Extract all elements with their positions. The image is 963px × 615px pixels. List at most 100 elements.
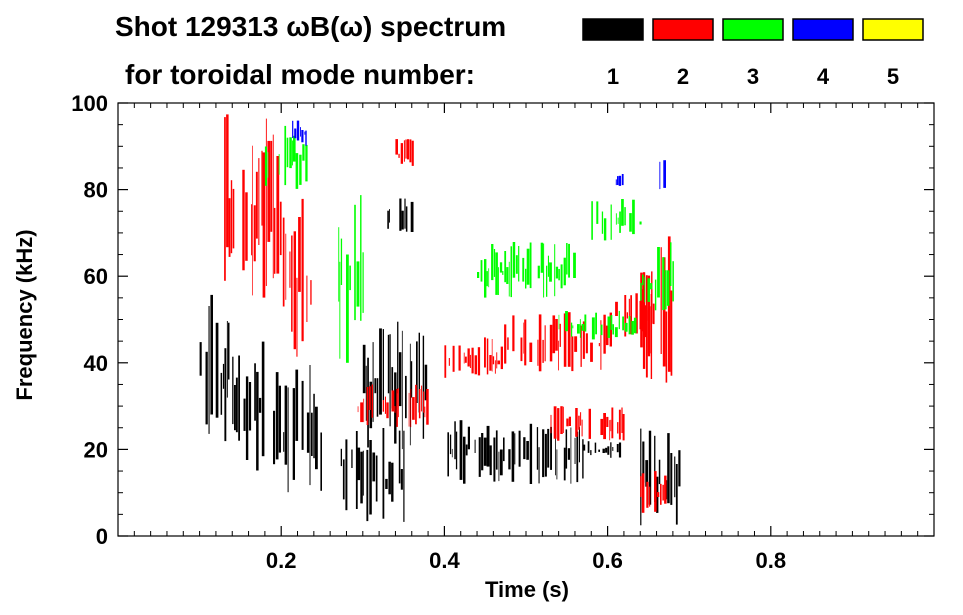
spectrum-streak [552,315,556,354]
spectrum-streak [529,242,532,289]
spectrum-streak [498,267,499,295]
spectrum-streak [388,461,391,495]
spectrum-streak [575,408,578,437]
blob-n=1 [640,428,681,526]
spectrum-streak [503,437,505,462]
spectrum-streak [578,427,580,463]
spectrum-streak [654,435,656,502]
spectrum-streak [291,140,293,166]
spectrum-streak [631,321,634,335]
spectrum-streak [645,275,648,378]
spectrum-streak [560,264,563,289]
spectrum-streak [459,420,463,480]
spectrum-streak [465,356,467,363]
spectrum-streak [549,262,552,282]
spectrum-streak [491,244,494,281]
y-tick-label: 40 [84,351,108,376]
spectrum-streak [258,158,260,245]
spectrum-streak [409,139,412,163]
spectrum-streak [650,294,653,379]
spectrum-streak [584,314,587,332]
spectrum-streak [496,352,498,369]
spectrum-streak [499,449,503,476]
spectrum-streak [657,247,660,298]
spectrum-streak [672,261,674,302]
spectrum-streak [366,387,369,425]
spectrum-streak [495,252,498,295]
spectrum-streak [547,428,550,468]
spectrum-streak [498,451,500,482]
spectrum-streak [224,348,227,442]
spectrum-streak [649,486,651,507]
spectrum-streak [418,332,420,413]
spectrum-streak [518,430,521,467]
spectrum-streak [493,249,496,277]
spectrum-streak [232,356,234,425]
legend-label-5: 5 [887,64,899,89]
spectrum-streak [674,456,676,498]
spectrum-streak [538,447,540,484]
spectrum-streak [376,378,379,417]
blob-n=3 [640,242,674,311]
spectrum-streak [580,325,582,367]
spectrum-streak [629,213,632,232]
spectrum-streak [554,244,556,297]
spectrum-streak [222,363,225,389]
spectrum-streak [590,342,593,362]
spectrum-streak [537,265,540,279]
blob-n=1 [583,441,622,458]
spectrum-streak [610,315,613,330]
spectrum-streak [486,425,490,467]
spectrum-streak [667,433,670,504]
spectrum-streak [621,407,623,433]
spectrum-streak [654,471,657,512]
blob-n=3 [264,125,308,189]
spectrum-streak [616,444,619,453]
spectrum-streak [254,363,256,421]
blob-n=3 [338,195,364,363]
spectrum-streak [624,207,626,226]
spectrum-streak [362,344,366,394]
spectrum-streak [398,430,401,484]
spectrum-streak [357,406,359,413]
spectrum-streak [304,131,306,135]
spectrum-streak [484,337,486,368]
spectrum-streak [507,337,509,350]
spectrum-streak [582,321,585,359]
spectrum-streak [493,437,496,482]
blob-n=2 [395,139,414,166]
spectrum-streak [644,305,647,338]
blob-n=2 [640,471,667,513]
spectrum-streak [486,271,488,287]
spectrum-streak [624,295,627,337]
spectrum-streak [611,407,614,439]
spectrum-streak [662,257,666,367]
blob-n=1 [273,365,322,493]
spectrum-streak [642,441,645,483]
spectrum-streak [264,146,267,186]
spectrum-streak [355,431,358,509]
spectrum-streak [594,442,597,453]
spectrum-streak [293,135,296,162]
spectrum-streak [474,355,477,375]
spectrum-streak [294,128,297,139]
spectrum-streak [563,447,566,481]
spectrum-streak [295,369,299,441]
spectrum-streak [396,388,398,427]
chart-title-line2: for toroidal mode number: [125,59,475,90]
spectrum-streak [480,260,483,282]
spectrum-streak [481,433,484,471]
spectrum-streak [368,386,371,410]
spectrum-streak [275,372,279,460]
spectrum-streak [283,432,285,452]
spectrum-streak [265,118,267,286]
spectrum-streak [591,201,593,240]
x-tick-label: 0.4 [429,548,460,573]
spectrum-streak [640,476,642,497]
spectrum-streak [365,365,367,421]
spectrum-streak [550,426,552,470]
spectrum-streak [411,140,414,166]
spectrum-streak [412,397,415,420]
spectrum-streak [309,365,311,486]
